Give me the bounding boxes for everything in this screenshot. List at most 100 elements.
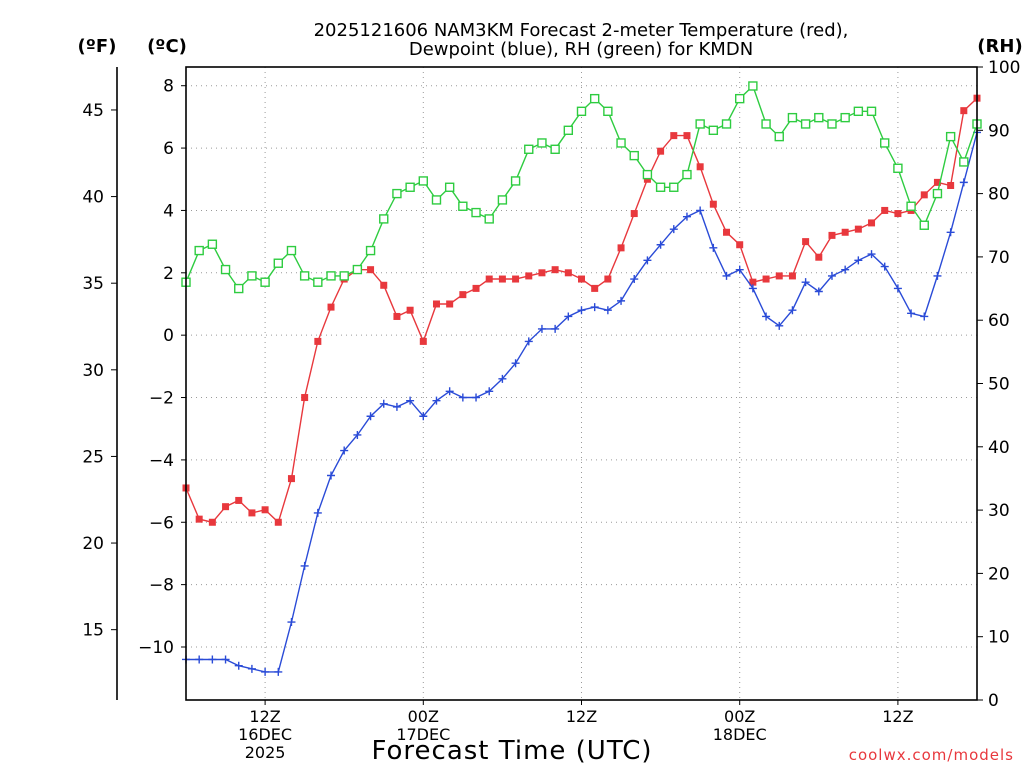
celsius-tick-label: 4 [163,201,174,221]
dewpoint-point [551,324,560,333]
temperature-point [591,284,599,292]
rh-point [721,119,732,129]
temperature-point [868,219,876,227]
rh-tick-label: 70 [988,248,1010,268]
celsius-tick-label: −2 [149,389,174,409]
x-tick-label: 18DEC [713,725,767,744]
rh-point [893,163,903,173]
temperature-point [762,275,770,283]
rh-tick-label: 90 [988,121,1010,141]
rh-point [827,119,837,129]
chart-title-line2: Dewpoint (blue), RH (green) for KMDN [409,39,753,60]
rh-point [497,195,508,205]
dewpoint-point [511,359,520,368]
dewpoint-point [920,312,929,321]
temperature-point [472,284,480,292]
temperature-point [960,107,968,115]
dewpoint-point [907,309,916,318]
dewpoint-point [893,284,902,293]
rh-tick-label: 50 [988,375,1010,395]
credit-text: coolwx.com/models [849,746,1014,764]
dewpoint-point [485,387,494,396]
temperature-point [775,272,783,280]
rh-point [735,93,745,104]
dewpoint-point [524,337,533,346]
dewpoint-point [195,655,204,664]
fahrenheit-axis: 15 20 25 30 35 40 45 [82,67,118,700]
temperature-point [604,275,612,283]
celsius-tick-label: −8 [149,576,174,596]
dewpoint-point [564,312,573,321]
fahrenheit-tick-label: 20 [82,534,104,554]
temperature-point [920,191,928,199]
dewpoint-point [630,275,639,284]
fahrenheit-tick-label: 45 [82,101,104,121]
rh-tick-label: 100 [988,58,1020,78]
rh-point [405,182,415,192]
dewpoint-point [643,256,652,265]
dewpoint-point [300,561,309,570]
celsius-tick-label: 8 [163,77,174,97]
x-tick-label: 00Z [408,707,439,726]
dewpoint-point [537,324,546,333]
rh-point [379,214,389,224]
celsius-tick-label: −10 [138,638,174,658]
temperature-point [195,515,203,523]
dewpoint-point [788,306,797,315]
temperature-point [551,266,559,274]
dewpoint-point [656,240,665,249]
rh-point [629,150,639,161]
rh-point [800,119,811,129]
temperature-point [446,300,454,308]
celsius-tick-label: 0 [163,326,174,346]
dewpoint-point [406,396,415,405]
rh-tick-label: 30 [988,501,1010,521]
dewpoint-point [867,250,876,259]
series-layer [181,81,982,676]
grid-lines [186,67,977,700]
dewpoint-point [234,661,243,670]
dewpoint-point [682,212,691,221]
temperature-point [696,163,704,171]
rh-tick-label: 80 [988,185,1010,205]
dewpoint-point [709,243,718,252]
dewpoint-point [617,296,626,305]
dewpoint-point [748,284,757,293]
temperature-point [841,228,849,236]
rh-point [959,157,969,167]
rh-point [880,138,890,148]
temperature-point [459,291,467,299]
temperature-point [630,210,638,218]
celsius-tick-label: 6 [163,139,174,159]
chart-title-line1: 2025121606 NAM3KM Forecast 2-meter Tempe… [314,20,849,41]
rh-point [669,182,679,192]
dewpoint-point [313,508,322,517]
rh-tick-label: 10 [988,628,1010,648]
temperature-point [432,300,440,308]
temperature-point [933,178,941,186]
rh-point [365,245,376,256]
rh-point [814,112,824,123]
x-tick-label: 12Z [882,707,913,726]
temperature-point [208,518,216,526]
fahrenheit-tick-label: 35 [82,274,104,294]
temperature-point [736,241,744,249]
dewpoint-point [946,228,955,237]
rh-point [339,271,349,281]
celsius-axis: −10 −8 −6 −4 −2 0 2 4 6 8 [138,77,186,658]
rh-point [906,201,916,211]
temperature-point [525,272,533,280]
celsius-tick-label: 2 [163,264,174,284]
rh-point [431,195,442,205]
rh-point [313,277,323,287]
rh-point [550,144,560,154]
dewpoint-point [221,655,230,664]
dewpoint-point [814,287,823,296]
temperature-point [314,337,322,345]
temperature-point [709,200,717,208]
temperature-point [670,132,678,140]
rh-point [418,176,428,186]
